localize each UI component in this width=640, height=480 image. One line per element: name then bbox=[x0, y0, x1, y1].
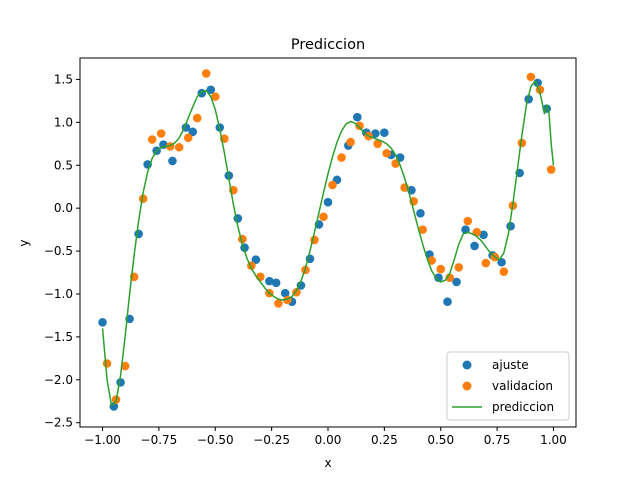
point-validacion-5 bbox=[147, 135, 157, 144]
point-validacion-25 bbox=[328, 180, 337, 190]
point-validacion-41 bbox=[472, 227, 482, 237]
point-validacion-6 bbox=[156, 129, 166, 138]
y-tick-label-8: 1.5 bbox=[54, 72, 73, 86]
plot-area bbox=[98, 69, 556, 411]
point-validacion-8 bbox=[174, 142, 184, 152]
x-tick-label-6: 0.50 bbox=[427, 433, 454, 447]
x-tick-label-0: −1.00 bbox=[84, 433, 121, 447]
point-ajuste-12 bbox=[206, 85, 216, 95]
point-ajuste-41 bbox=[470, 241, 479, 251]
chart-title: Prediccion bbox=[291, 37, 365, 53]
x-tick-label-4: 0.00 bbox=[315, 433, 342, 447]
point-ajuste-37 bbox=[434, 273, 443, 282]
point-validacion-4 bbox=[138, 194, 148, 204]
legend-label-prediccion: prediccion bbox=[492, 400, 554, 414]
y-tick-label-5: 0.0 bbox=[54, 201, 73, 215]
legend-label-validacion: validacion bbox=[492, 379, 553, 393]
y-tick-label-2: −1.5 bbox=[44, 330, 73, 344]
point-ajuste-28 bbox=[353, 112, 362, 122]
point-ajuste-4 bbox=[134, 229, 143, 239]
y-tick-label-7: 1.0 bbox=[54, 115, 73, 129]
legend: ajuste validacion prediccion bbox=[446, 351, 570, 421]
y-tick-label-4: −0.5 bbox=[44, 244, 73, 258]
series-line-prediccion bbox=[101, 80, 555, 407]
point-validacion-35 bbox=[418, 225, 427, 234]
point-validacion-42 bbox=[481, 258, 491, 268]
legend-box bbox=[446, 351, 570, 421]
legend-marker-ajuste bbox=[462, 360, 472, 370]
point-ajuste-30 bbox=[371, 129, 380, 138]
axes: −1.00 −0.75 −0.50 −0.25 0.00 0.25 0.50 0.75 1.00… bbox=[44, 57, 577, 447]
point-ajuste-35 bbox=[416, 209, 425, 218]
x-tick-label-8: 1.00 bbox=[540, 433, 567, 447]
point-validacion-46 bbox=[517, 138, 527, 148]
point-ajuste-10 bbox=[188, 127, 198, 137]
point-validacion-31 bbox=[382, 148, 391, 158]
point-validacion-36 bbox=[427, 256, 437, 265]
y-tick-label-0: −2.5 bbox=[44, 416, 73, 430]
point-ajuste-22 bbox=[296, 281, 306, 290]
point-ajuste-18 bbox=[265, 276, 274, 286]
point-validacion-0 bbox=[102, 359, 112, 368]
point-ajuste-15 bbox=[233, 214, 243, 223]
point-validacion-12 bbox=[210, 92, 220, 101]
point-validacion-44 bbox=[499, 267, 509, 276]
point-validacion-49 bbox=[546, 165, 556, 174]
x-tick-label-7: 0.75 bbox=[484, 433, 511, 447]
legend-marker-validacion bbox=[462, 381, 472, 391]
point-validacion-9 bbox=[183, 133, 193, 143]
point-validacion-30 bbox=[373, 139, 382, 149]
point-ajuste-39 bbox=[452, 277, 461, 287]
point-ajuste-17 bbox=[251, 255, 261, 264]
point-ajuste-42 bbox=[479, 230, 488, 240]
point-validacion-28 bbox=[355, 121, 364, 131]
point-validacion-11 bbox=[201, 69, 211, 78]
x-tick-label-2: −0.50 bbox=[197, 433, 234, 447]
point-validacion-47 bbox=[526, 72, 536, 82]
point-ajuste-38 bbox=[443, 297, 452, 307]
point-ajuste-25 bbox=[323, 197, 333, 207]
point-ajuste-20 bbox=[280, 288, 290, 298]
y-tick-label-1: −2.0 bbox=[44, 373, 73, 387]
point-ajuste-0 bbox=[98, 318, 107, 327]
x-tick-label-1: −0.75 bbox=[141, 433, 178, 447]
point-ajuste-8 bbox=[168, 156, 177, 166]
legend-label-ajuste: ajuste bbox=[492, 358, 529, 372]
point-validacion-2 bbox=[120, 361, 130, 371]
x-tick-label-3: −0.25 bbox=[253, 433, 290, 447]
point-ajuste-19 bbox=[271, 278, 281, 288]
x-axis-label: x bbox=[324, 456, 331, 470]
point-validacion-24 bbox=[319, 212, 328, 222]
point-validacion-26 bbox=[337, 153, 346, 162]
point-validacion-27 bbox=[346, 137, 355, 147]
x-tick-label-5: 0.25 bbox=[371, 433, 398, 447]
point-validacion-39 bbox=[454, 263, 464, 272]
y-tick-label-6: 0.5 bbox=[54, 158, 73, 172]
point-validacion-40 bbox=[463, 216, 473, 226]
point-validacion-19 bbox=[274, 299, 283, 308]
y-tick-label-3: −1.0 bbox=[44, 287, 73, 301]
point-ajuste-31 bbox=[380, 128, 389, 137]
point-ajuste-47 bbox=[524, 94, 533, 104]
plot-content bbox=[98, 69, 556, 411]
y-axis-label: y bbox=[17, 239, 31, 246]
point-validacion-10 bbox=[192, 113, 202, 123]
point-validacion-37 bbox=[436, 264, 446, 274]
